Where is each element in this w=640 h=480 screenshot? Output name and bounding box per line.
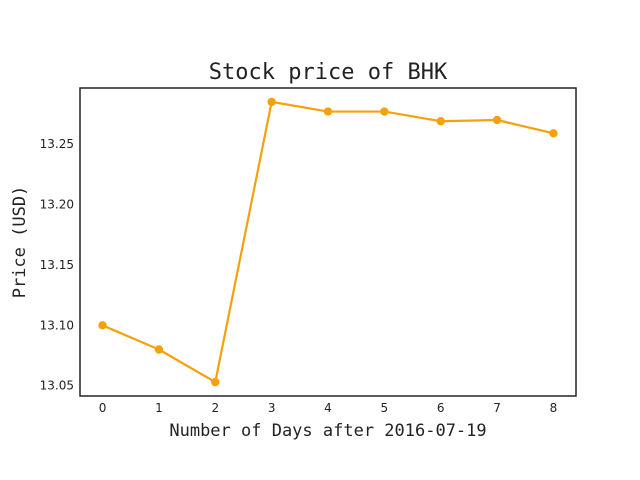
- x-tick-label: 1: [155, 401, 163, 415]
- plot-area-frame: [79, 87, 577, 397]
- x-tick-label: 0: [99, 401, 107, 415]
- data-point: [549, 129, 558, 138]
- x-tick-label: 7: [493, 401, 501, 415]
- x-tick-label: 3: [268, 401, 276, 415]
- x-tick-label: 6: [437, 401, 445, 415]
- data-point: [436, 117, 445, 126]
- y-tick-label: 13.15: [40, 258, 74, 272]
- y-tick-label: 13.10: [40, 318, 74, 332]
- data-point: [267, 97, 276, 107]
- x-axis-label: Number of Days after 2016-07-19: [169, 421, 486, 441]
- data-point: [154, 345, 164, 354]
- data-point: [380, 107, 389, 116]
- x-tick-label: 8: [550, 401, 558, 415]
- data-point: [323, 107, 333, 116]
- series-line: [102, 100, 554, 384]
- data-point: [211, 377, 220, 387]
- x-axis: 0 1 2 3 4 5 6 7 8: [99, 401, 558, 415]
- y-tick-label: 13.25: [40, 137, 74, 151]
- y-tick-label: 13.20: [40, 198, 74, 212]
- y-axis: 13.05 13.10 13.15 13.20 13.25: [40, 137, 74, 393]
- data-points: [98, 97, 558, 387]
- x-tick-label: 4: [324, 401, 332, 415]
- x-tick-label: 5: [381, 401, 389, 415]
- y-axis-label: Price (USD): [10, 186, 30, 299]
- x-tick-label: 2: [211, 401, 219, 415]
- data-point: [492, 115, 502, 125]
- chart-title: Stock price of BHK: [209, 60, 448, 85]
- data-point: [98, 321, 107, 330]
- y-tick-label: 13.05: [40, 379, 74, 393]
